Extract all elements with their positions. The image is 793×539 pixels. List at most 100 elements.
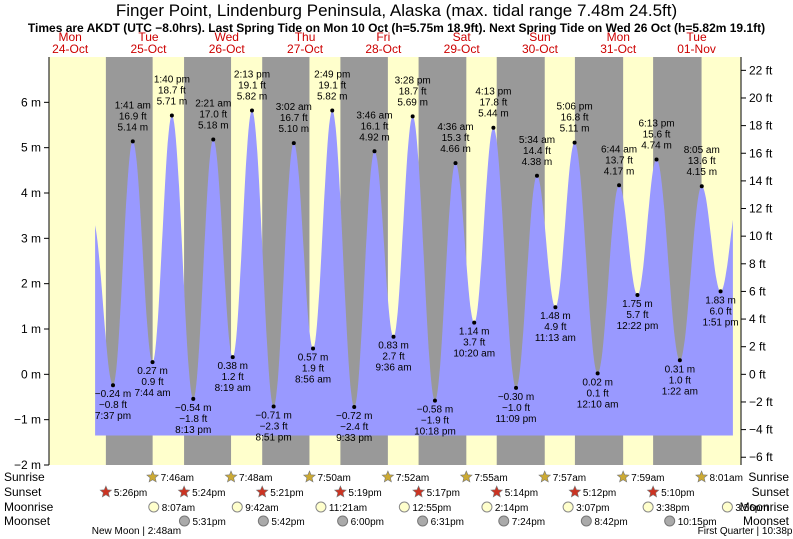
day-date: 24-Oct bbox=[52, 42, 89, 56]
tide-label: −0.72 m bbox=[336, 411, 372, 422]
day-name: Tue bbox=[686, 30, 707, 44]
row-label-left: Moonrise bbox=[4, 500, 54, 514]
tide-label: 5.44 m bbox=[478, 109, 509, 120]
day-name: Sat bbox=[453, 30, 472, 44]
sunrise-time: 7:59am bbox=[631, 473, 664, 484]
tide-label: 4.74 m bbox=[641, 140, 672, 151]
tide-label: 0.1 ft bbox=[587, 388, 609, 399]
sunrise-marker bbox=[224, 470, 238, 483]
row-label-right: Moonset bbox=[743, 514, 790, 528]
moonrise-marker bbox=[642, 501, 654, 513]
sunset-time: 5:12pm bbox=[583, 488, 616, 499]
left-tick-label: 1 m bbox=[21, 322, 41, 336]
tide-label: 1.75 m bbox=[622, 299, 653, 310]
left-tick-label: 3 m bbox=[21, 231, 41, 245]
day-name: Thu bbox=[295, 30, 316, 44]
left-tick-label: −2 m bbox=[14, 458, 41, 472]
moonset-time: 5:42pm bbox=[271, 517, 304, 528]
tide-label: 0.9 ft bbox=[141, 377, 163, 388]
moon-phase-label: New Moon | 2:48am bbox=[92, 526, 181, 537]
moonrise-time: 3:56pm bbox=[735, 503, 768, 514]
tide-point bbox=[311, 346, 316, 351]
sunset-time: 5:21pm bbox=[270, 488, 303, 499]
right-tick-label: 16 ft bbox=[749, 146, 773, 160]
row-label-right: Sunset bbox=[752, 485, 790, 499]
tide-label: 4.92 m bbox=[359, 132, 390, 143]
tide-point bbox=[372, 149, 377, 154]
left-tick-label: −1 m bbox=[14, 413, 41, 427]
day-date: 28-Oct bbox=[365, 42, 402, 56]
tide-point bbox=[514, 385, 519, 390]
tide-label: 0.83 m bbox=[378, 341, 409, 352]
moonrise-marker bbox=[562, 501, 574, 513]
tide-point bbox=[391, 334, 396, 339]
tide-label: 3:02 am bbox=[276, 102, 312, 113]
tide-label: 14.4 ft bbox=[523, 146, 551, 157]
sunset-marker bbox=[333, 485, 347, 498]
tide-label: 8:19 am bbox=[215, 383, 251, 394]
tide-label: 12:10 am bbox=[577, 399, 619, 410]
tide-label: 5.69 m bbox=[397, 97, 428, 108]
moonset-time: 7:24pm bbox=[512, 517, 545, 528]
tide-point bbox=[211, 137, 216, 142]
tide-label: 1.0 ft bbox=[669, 375, 691, 386]
tide-point bbox=[534, 173, 539, 178]
sunset-marker bbox=[255, 485, 269, 498]
moonset-time: 6:00pm bbox=[351, 517, 384, 528]
tide-point bbox=[432, 398, 437, 403]
tide-label: 5.10 m bbox=[279, 124, 310, 135]
tide-label: 1:51 pm bbox=[703, 317, 739, 328]
tide-point bbox=[330, 108, 335, 113]
tide-label: 1.2 ft bbox=[222, 372, 244, 383]
moonset-marker bbox=[178, 515, 190, 527]
day-date: 27-Oct bbox=[287, 42, 324, 56]
tide-label: 4.38 m bbox=[522, 157, 553, 168]
tide-point bbox=[472, 320, 477, 325]
tide-label: 5.18 m bbox=[198, 121, 229, 132]
moonrise-marker bbox=[231, 501, 243, 513]
sunrise-time: 8:01am bbox=[710, 473, 743, 484]
right-tick-label: 22 ft bbox=[749, 63, 773, 77]
tide-label: 8:05 am bbox=[684, 145, 720, 156]
moonrise-time: 11:21am bbox=[329, 503, 367, 514]
left-tick-label: 2 m bbox=[21, 277, 41, 291]
tide-label: −0.24 m bbox=[95, 389, 131, 400]
tide-label: 16.8 ft bbox=[561, 113, 589, 124]
tide-label: 16.1 ft bbox=[361, 121, 389, 132]
tide-point bbox=[677, 358, 682, 363]
moonrise-marker bbox=[721, 501, 733, 513]
chart-title: Finger Point, Lindenburg Peninsula, Alas… bbox=[115, 1, 678, 20]
moonset-time: 8:42pm bbox=[594, 517, 627, 528]
right-tick-label: −4 ft bbox=[749, 423, 773, 437]
tide-label: −0.54 m bbox=[175, 403, 211, 414]
moonrise-time: 3:38pm bbox=[656, 503, 689, 514]
tide-label: 18.7 ft bbox=[399, 86, 427, 97]
tide-label: 19.1 ft bbox=[318, 80, 346, 91]
day-date: 29-Oct bbox=[444, 42, 481, 56]
tide-label: −0.71 m bbox=[255, 411, 291, 422]
tide-label: 0.38 m bbox=[217, 361, 248, 372]
day-name: Mon bbox=[607, 30, 630, 44]
row-label-left: Sunset bbox=[4, 485, 42, 499]
sunset-time: 5:19pm bbox=[348, 488, 381, 499]
moon-phase-label: First Quarter | 10:38pm bbox=[698, 526, 793, 537]
left-tick-label: 4 m bbox=[21, 186, 41, 200]
sunset-time: 5:17pm bbox=[427, 488, 460, 499]
sunset-marker bbox=[412, 485, 426, 498]
moonset-marker bbox=[664, 515, 676, 527]
tide-point bbox=[491, 125, 496, 130]
tide-label: 2:49 pm bbox=[314, 69, 350, 80]
tide-label: 8:13 pm bbox=[175, 425, 211, 436]
tide-label: 2:21 am bbox=[195, 99, 231, 110]
right-tick-label: −2 ft bbox=[749, 395, 773, 409]
right-tick-label: 20 ft bbox=[749, 91, 773, 105]
tide-label: 1.48 m bbox=[540, 311, 571, 322]
day-date: 31-Oct bbox=[600, 42, 637, 56]
tide-label: 3:46 am bbox=[356, 110, 392, 121]
right-tick-label: −6 ft bbox=[749, 450, 773, 464]
moonrise-time: 9:42am bbox=[245, 503, 278, 514]
right-tick-label: 8 ft bbox=[749, 257, 766, 271]
tide-label: 1.14 m bbox=[459, 327, 490, 338]
tide-label: 19.1 ft bbox=[238, 80, 266, 91]
